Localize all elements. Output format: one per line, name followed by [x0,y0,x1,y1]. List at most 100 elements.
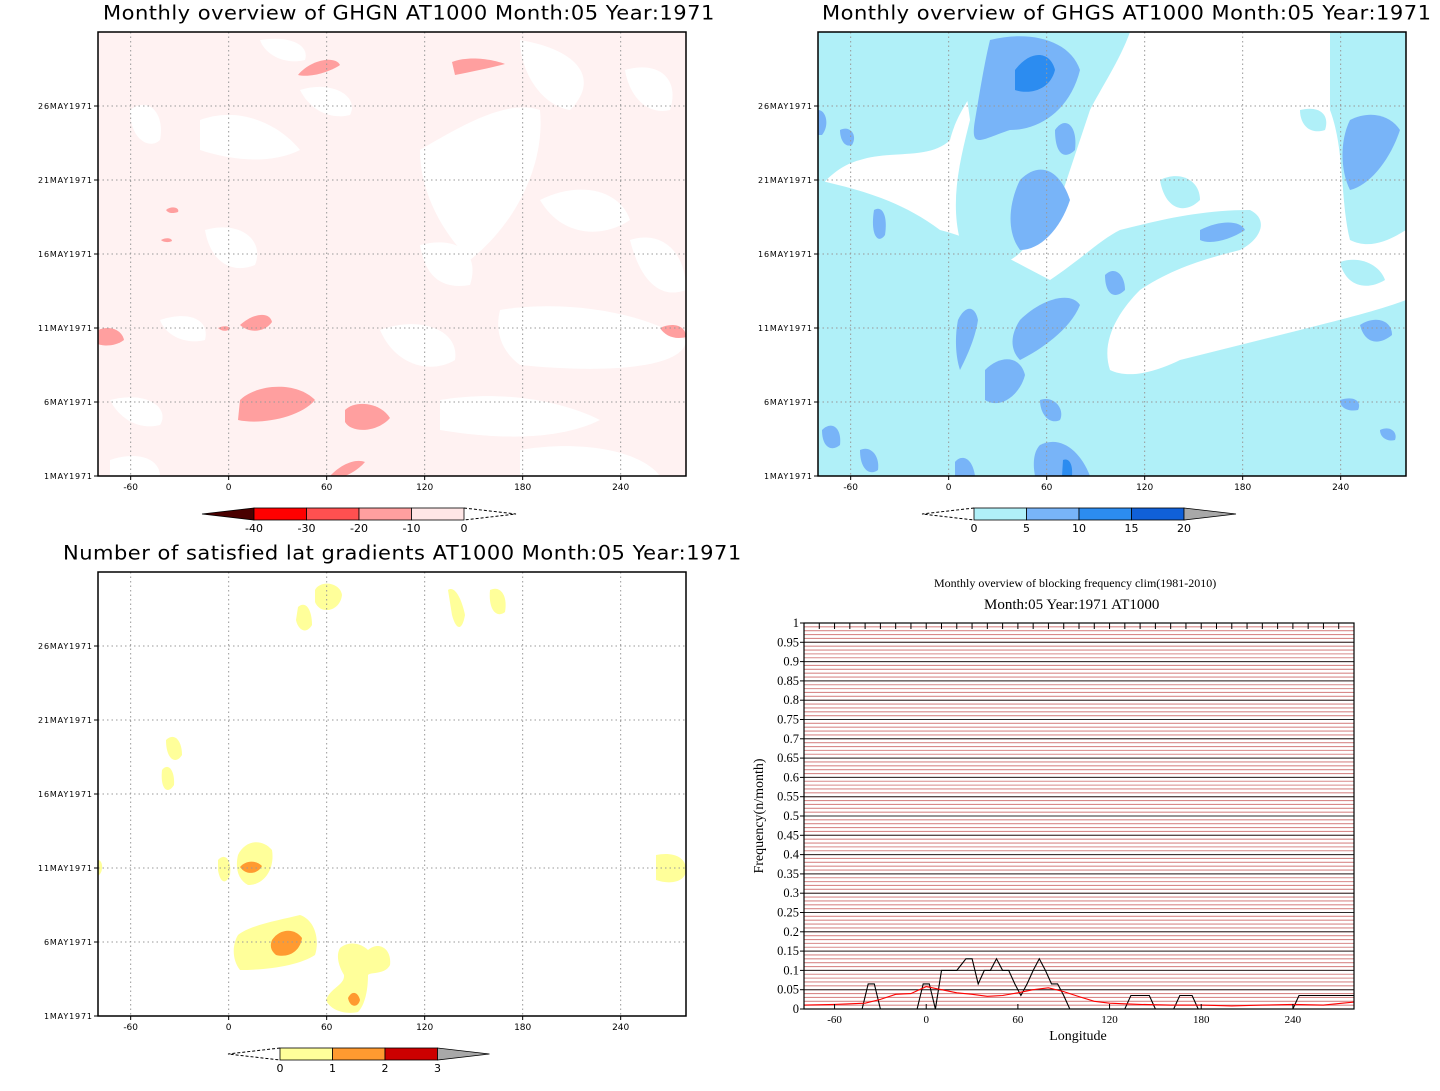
ghgs-x-tick-label: 180 [1234,483,1251,493]
ghgs-colorbar-label: 15 [1125,522,1139,535]
ghgn-title: Monthly overview of GHGN AT1000 Month:05… [103,1,715,25]
freq-y-tick-label: 0.05 [777,983,799,997]
nsat-contours [98,583,686,1013]
ghgn-heatmap: -60 0 60 120 180 240 1MAY1971 6MAY1971 11MAY197… [38,31,687,535]
freq-title: Monthly overview of blocking frequency c… [934,576,1217,590]
ghgn-colorbar-label: -20 [350,522,368,535]
nsat-colorbar-label: 3 [434,1062,441,1075]
ghgs-colorbar-left-arrow [921,507,975,521]
freq-x-tick-label: 120 [1101,1014,1118,1026]
nsat-y-tick-label: 11MAY1971 [38,864,92,873]
freq-y-tick-label: 0.1 [783,963,799,977]
ghgs-heatmap: -60 0 60 120 180 240 1MAY1971 6MAY1971 11MAY197… [758,31,1407,535]
freq-y-tick-label: 0.7 [783,732,799,746]
ghgn-y-tick-label: 11MAY1971 [38,324,92,333]
freq-y-tick-label: 0 [793,1002,799,1016]
freq-y-tick-label: 0.35 [777,867,799,881]
nsat-title: Number of satisfied lat gradients AT1000… [63,541,742,565]
nsat-y-tick-label: 1MAY1971 [44,1012,92,1021]
nsat-colorbar-left-arrow [227,1047,281,1061]
ghgn-y-tick-label: 1MAY1971 [44,472,92,481]
ghgs-y-tick-label: 1MAY1971 [764,472,812,481]
freq-x-ticks: -60 0 60 120 180 240 [827,1004,1302,1026]
nsat-colorbar-label: 1 [329,1062,336,1075]
freq-x-tick-label: 180 [1193,1014,1210,1026]
freq-series-line-1 [803,986,1355,1007]
freq-y-tick-label: 0.15 [777,944,799,958]
ghgs-x-ticks: -60 0 60 120 180 240 [843,476,1350,493]
freq-x-tick-label: 60 [1012,1014,1024,1026]
nsat-colorbar: 0 1 2 3 [227,1047,490,1075]
nsat-x-tick-label: 120 [416,1023,433,1033]
ghgs-y-tick-label: 16MAY1971 [758,250,812,259]
freq-y-tick-label: 0.8 [783,693,799,707]
nsat-x-tick-label: -60 [123,1023,138,1033]
ghgn-contours [98,38,686,476]
ghgn-x-ticks: -60 0 60 120 180 240 [123,476,630,493]
ghgn-colorbar-right-arrow [463,507,517,521]
nsat-colorbar-right-arrow [437,1047,490,1061]
ghgs-y-ticks: 1MAY1971 6MAY1971 11MAY1971 16MAY1971 21MAY1… [758,102,818,481]
freq-y-tick-label: 0.95 [777,635,799,649]
ghgn-y-tick-label: 16MAY1971 [38,250,92,259]
nsat-x-tick-label: 60 [321,1023,333,1033]
ghgs-x-tick-label: -60 [843,483,858,493]
freq-y-tick-label: 0.2 [783,925,799,939]
ghgs-colorbar-label: 0 [971,522,978,535]
freq-y-tick-label: 0.6 [783,770,799,784]
freq-gridlines [804,622,1354,1010]
ghgn-y-tick-label: 26MAY1971 [38,102,92,111]
ghgs-y-tick-label: 11MAY1971 [758,324,812,333]
ghgs-y-tick-label: 26MAY1971 [758,102,812,111]
ghgn-colorbar-label: -40 [245,522,263,535]
ghgn-gridlines [98,32,686,477]
freq-subtitle: Month:05 Year:1971 AT1000 [984,597,1160,613]
ghgn-x-tick-label: 240 [612,483,629,493]
freq-y-tick-label: 0.25 [777,906,799,920]
ghgn-y-tick-label: 21MAY1971 [38,176,92,185]
nsat-colorbar-label: 2 [382,1062,389,1075]
nsat-y-ticks: 1MAY1971 6MAY1971 11MAY1971 16MAY1971 21MAY1… [38,642,98,1021]
ghgn-colorbar-swatch [411,507,465,521]
freq-y-tick-label: 0.4 [783,848,799,862]
freq-y-tick-label: 0.75 [777,713,799,727]
ghgn-colorbar-label: 0 [461,522,468,535]
ghgn-x-tick-label: 120 [416,483,433,493]
nsat-y-tick-label: 21MAY1971 [38,716,92,725]
ghgs-x-tick-label: 120 [1136,483,1153,493]
freq-y-tick-label: 0.85 [777,674,799,688]
freq-x-tick-label: -60 [827,1014,842,1026]
nsat-heatmap: -60 0 60 120 180 240 1MAY19716MAY197111MAY197… [38,571,687,1075]
freq-y-tick-label: 0.65 [777,751,799,765]
ghgn-y-tick-label: 6MAY1971 [44,398,92,407]
ghgn-x-tick-label: -60 [123,483,138,493]
freq-x-tick-label: 0 [923,1014,929,1026]
ghgn-x-tick-label: 180 [514,483,531,493]
nsat-x-tick-label: 240 [612,1023,629,1033]
nsat-x-ticks: -60 0 60 120 180 240 [123,1016,630,1033]
ghgn-y-ticks: 1MAY1971 6MAY1971 11MAY1971 16MAY1971 21MAY1… [38,102,98,481]
ghgn-colorbar: -40 -30 -20 -10 0 [201,507,517,535]
freq-y-tick-label: 0.9 [783,655,799,669]
ghgn-colorbar-label: -10 [403,522,421,535]
ghgs-y-tick-label: 6MAY1971 [764,398,812,407]
freq-y-tick-label: 0.45 [777,828,799,842]
nsat-gridlines [98,572,686,1017]
ghgn-colorbar-label: -30 [298,522,316,535]
freq-x-tick-label: 240 [1285,1014,1302,1026]
ghgs-colorbar-label: 20 [1177,522,1191,535]
nsat-y-tick-label: 16MAY1971 [38,790,92,799]
nsat-x-tick-label: 180 [514,1023,531,1033]
ghgs-colorbar: 0 5 10 15 20 [921,507,1237,535]
ghgn-x-tick-label: 0 [226,483,232,493]
nsat-y-tick-label: 26MAY1971 [38,642,92,651]
ghgs-x-tick-label: 0 [946,483,952,493]
nsat-colorbar-label: 0 [277,1062,284,1075]
freq-y-ticks: 0 0.05 0.1 0.15 0.2 0.25 0.3 0.35 0.4 0.45 0.5 0.55… [777,616,804,1016]
nsat-y-tick-label: 6MAY1971 [44,938,92,947]
freq-x-axis-label: Longitude [1049,1029,1107,1044]
freq-y-tick-label: 0.5 [783,809,799,823]
nsat-x-tick-label: 0 [226,1023,232,1033]
ghgs-x-tick-label: 60 [1041,483,1053,493]
